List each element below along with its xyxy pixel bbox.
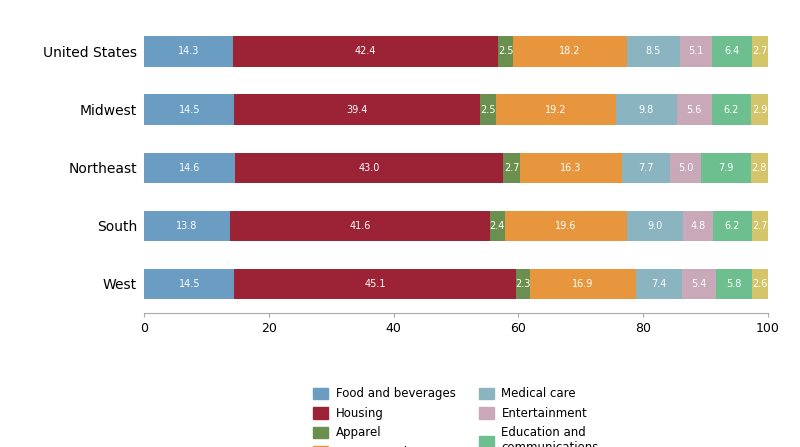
Text: 2.9: 2.9 [752, 105, 767, 114]
Text: 5.1: 5.1 [688, 46, 704, 56]
Bar [670, 152, 702, 183]
Text: 7.7: 7.7 [638, 163, 654, 173]
Bar [230, 211, 490, 241]
Bar [627, 211, 683, 241]
Bar [622, 152, 670, 183]
Text: 19.6: 19.6 [555, 221, 577, 231]
Bar [627, 36, 680, 67]
Text: 6.4: 6.4 [724, 46, 739, 56]
Text: 2.6: 2.6 [752, 279, 767, 289]
Text: 2.3: 2.3 [515, 279, 530, 289]
Bar [480, 94, 496, 125]
Bar [752, 269, 768, 299]
Bar [234, 36, 498, 67]
Bar [144, 94, 234, 125]
Text: 19.2: 19.2 [545, 105, 566, 114]
Bar [750, 94, 769, 125]
Text: 14.6: 14.6 [179, 163, 200, 173]
Bar [616, 94, 677, 125]
Text: 8.5: 8.5 [646, 46, 661, 56]
Bar [498, 36, 514, 67]
Text: 16.3: 16.3 [561, 163, 582, 173]
Bar [752, 36, 769, 67]
Bar [682, 269, 715, 299]
Bar [752, 211, 769, 241]
Text: 39.4: 39.4 [346, 105, 368, 114]
Text: 2.7: 2.7 [753, 221, 768, 231]
Bar [680, 36, 712, 67]
Text: 14.5: 14.5 [178, 105, 200, 114]
Bar [144, 269, 234, 299]
Text: 6.2: 6.2 [723, 105, 739, 114]
Bar [235, 152, 503, 183]
Text: 14.3: 14.3 [178, 46, 199, 56]
Bar [712, 94, 750, 125]
Text: 5.8: 5.8 [726, 279, 742, 289]
Bar [505, 211, 627, 241]
Bar [234, 94, 480, 125]
Text: 2.8: 2.8 [751, 163, 767, 173]
Text: 14.5: 14.5 [178, 279, 200, 289]
Text: 5.0: 5.0 [678, 163, 694, 173]
Text: 43.0: 43.0 [358, 163, 380, 173]
Bar [520, 152, 622, 183]
Text: 45.1: 45.1 [365, 279, 386, 289]
Bar [234, 269, 516, 299]
Bar [516, 269, 530, 299]
Bar [496, 94, 616, 125]
Text: 5.6: 5.6 [686, 105, 702, 114]
Text: 6.2: 6.2 [725, 221, 740, 231]
Bar [713, 211, 752, 241]
Text: 4.8: 4.8 [690, 221, 706, 231]
Legend: Food and beverages, Housing, Apparel, Transportation, Medical care, Entertainmen: Food and beverages, Housing, Apparel, Tr… [309, 383, 603, 447]
Bar [636, 269, 682, 299]
Text: 9.0: 9.0 [647, 221, 662, 231]
Bar [702, 152, 750, 183]
Text: 41.6: 41.6 [350, 221, 370, 231]
Text: 2.5: 2.5 [480, 105, 496, 114]
Text: 5.4: 5.4 [691, 279, 706, 289]
Text: 2.4: 2.4 [490, 221, 505, 231]
Text: 2.5: 2.5 [498, 46, 514, 56]
Bar [677, 94, 712, 125]
Bar [683, 211, 713, 241]
Text: 2.7: 2.7 [753, 46, 768, 56]
Text: 13.8: 13.8 [176, 221, 198, 231]
Bar [144, 152, 235, 183]
Bar [514, 36, 627, 67]
Bar [503, 152, 520, 183]
Text: 7.4: 7.4 [651, 279, 666, 289]
Bar [530, 269, 636, 299]
Bar [144, 36, 234, 67]
Bar [715, 269, 752, 299]
Text: 7.9: 7.9 [718, 163, 734, 173]
Text: 42.4: 42.4 [354, 46, 376, 56]
Text: 18.2: 18.2 [559, 46, 581, 56]
Bar [712, 36, 752, 67]
Bar [144, 211, 230, 241]
Text: 16.9: 16.9 [572, 279, 594, 289]
Text: 9.8: 9.8 [638, 105, 654, 114]
Bar [490, 211, 505, 241]
Text: 2.7: 2.7 [504, 163, 519, 173]
Bar [750, 152, 768, 183]
